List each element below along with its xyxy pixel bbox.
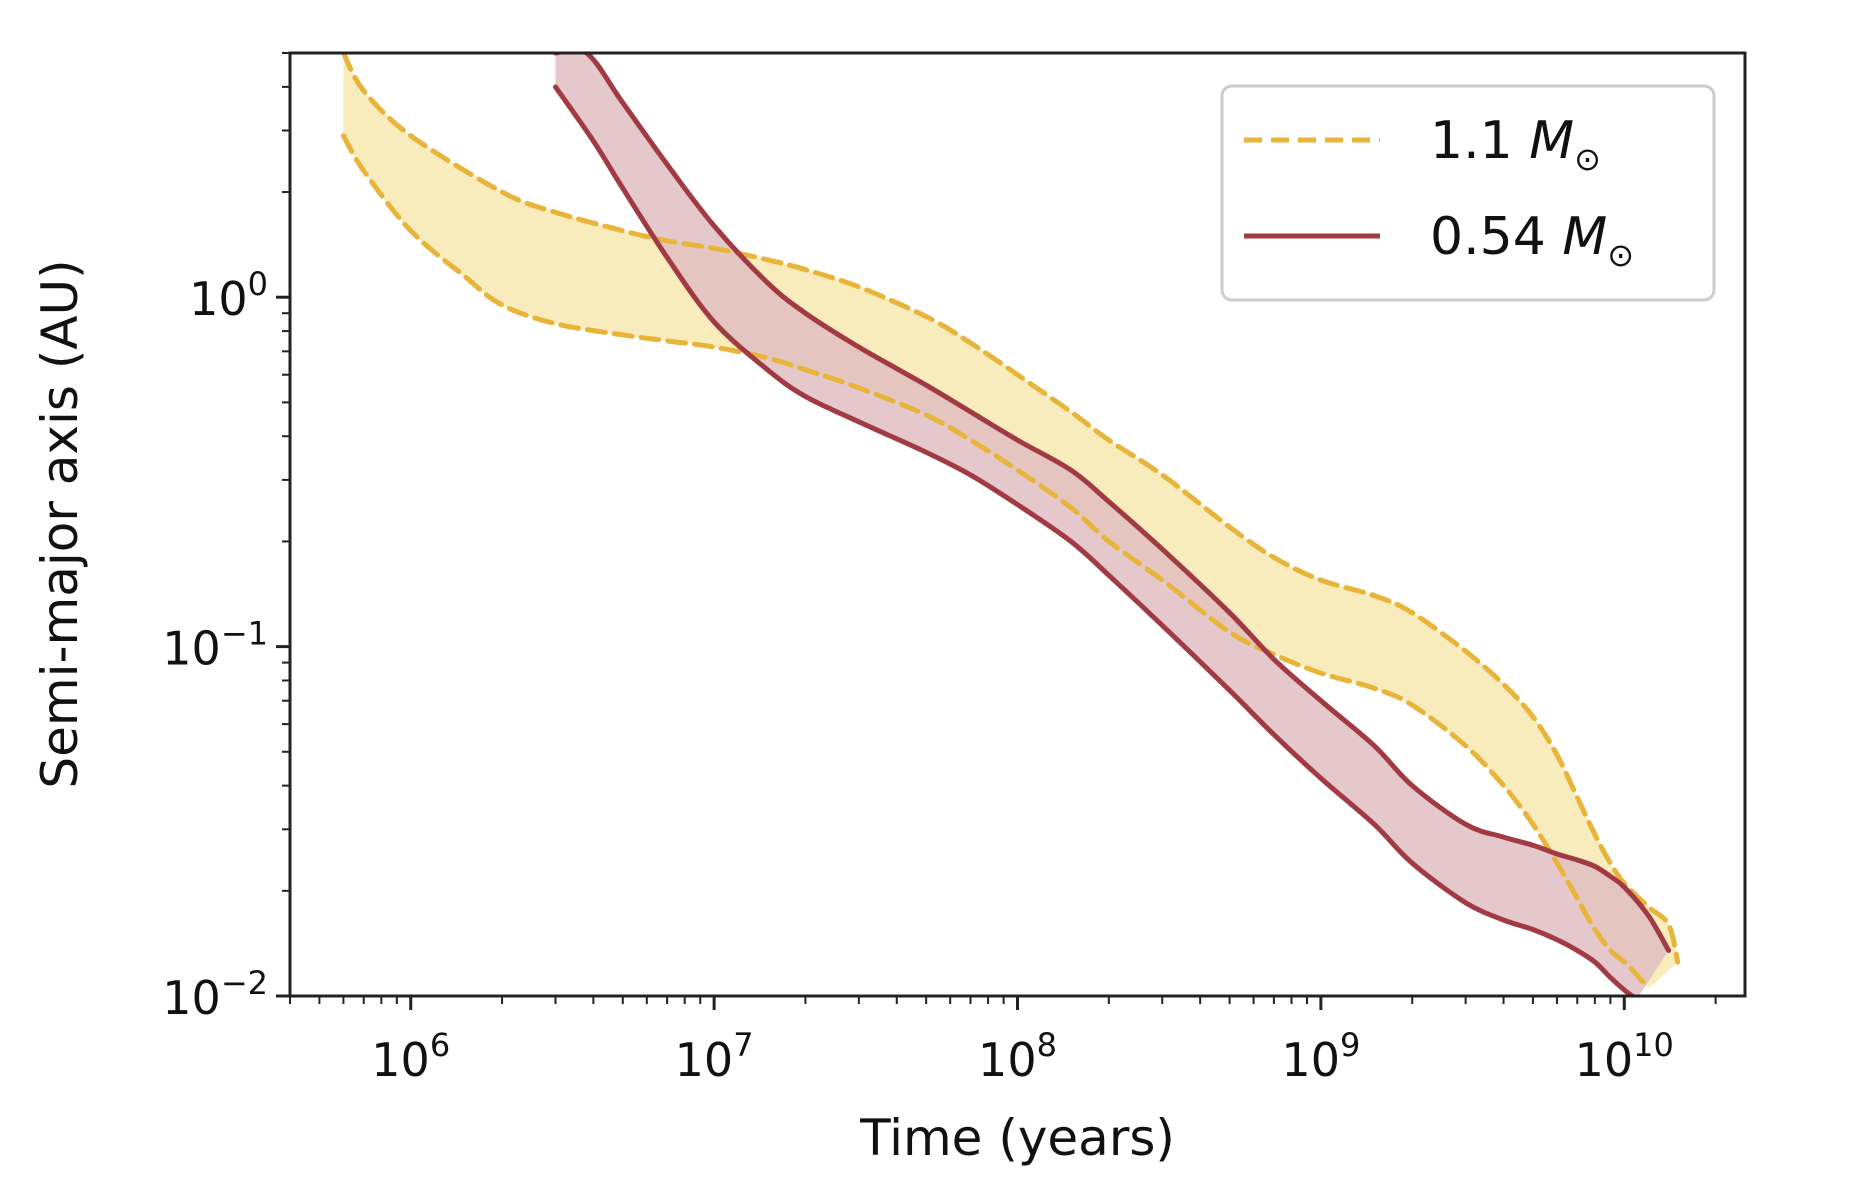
- y-axis-ticks: 100 10−1 10−2: [162, 52, 290, 1025]
- legend: 1.1 M⊙ 0.54 M⊙: [1220, 84, 1716, 302]
- series-bands: [343, 53, 1678, 996]
- series-1-band: [555, 53, 1669, 996]
- legend-box: [1220, 84, 1716, 302]
- x-tick-label: 106: [371, 1026, 450, 1087]
- y-tick-label: 10−1: [162, 615, 268, 676]
- x-tick-label: 1010: [1575, 1026, 1674, 1087]
- series-0-upper-line: [340, 53, 1681, 965]
- y-axis-label: Semi-major axis (AU): [31, 259, 89, 788]
- y-tick-label: 100: [189, 265, 268, 326]
- legend-label-1: 0.54 M⊙: [1430, 207, 1634, 274]
- legend-label-0: 1.1 M⊙: [1430, 111, 1601, 178]
- x-axis-ticks: 106 107 108 109 1010: [289, 996, 1717, 1087]
- series-0-lower-line: [340, 133, 1651, 992]
- x-tick-label: 107: [675, 1026, 754, 1087]
- x-axis-label: Time (years): [859, 1109, 1175, 1167]
- series-0-band: [343, 53, 1678, 989]
- y-tick-label: 10−2: [162, 964, 268, 1025]
- series-1-upper-line: [553, 53, 1672, 953]
- x-tick-label: 108: [978, 1026, 1057, 1087]
- series-1-lower-line: [553, 84, 1637, 996]
- series-lines: [340, 53, 1681, 996]
- x-tick-label: 109: [1281, 1026, 1360, 1087]
